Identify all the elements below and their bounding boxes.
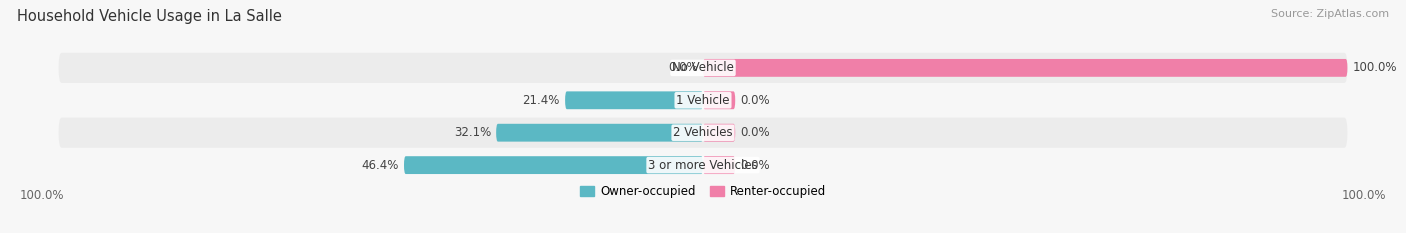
Text: 3 or more Vehicles: 3 or more Vehicles (648, 159, 758, 172)
Text: 100.0%: 100.0% (1341, 189, 1386, 202)
Text: No Vehicle: No Vehicle (672, 61, 734, 74)
Text: 100.0%: 100.0% (1353, 61, 1398, 74)
FancyBboxPatch shape (703, 156, 735, 174)
FancyBboxPatch shape (59, 150, 1347, 180)
Text: 100.0%: 100.0% (20, 189, 65, 202)
Text: 0.0%: 0.0% (741, 94, 770, 107)
Text: 21.4%: 21.4% (523, 94, 560, 107)
Text: Household Vehicle Usage in La Salle: Household Vehicle Usage in La Salle (17, 9, 281, 24)
Text: Source: ZipAtlas.com: Source: ZipAtlas.com (1271, 9, 1389, 19)
Text: 2 Vehicles: 2 Vehicles (673, 126, 733, 139)
FancyBboxPatch shape (703, 91, 735, 109)
Text: 0.0%: 0.0% (741, 159, 770, 172)
FancyBboxPatch shape (496, 124, 703, 142)
FancyBboxPatch shape (59, 53, 1347, 83)
Text: 46.4%: 46.4% (361, 159, 399, 172)
FancyBboxPatch shape (404, 156, 703, 174)
Text: 0.0%: 0.0% (668, 61, 697, 74)
FancyBboxPatch shape (703, 59, 1347, 77)
Text: 32.1%: 32.1% (454, 126, 491, 139)
Text: 1 Vehicle: 1 Vehicle (676, 94, 730, 107)
FancyBboxPatch shape (59, 85, 1347, 115)
FancyBboxPatch shape (565, 91, 703, 109)
Text: 0.0%: 0.0% (741, 126, 770, 139)
FancyBboxPatch shape (59, 118, 1347, 148)
Legend: Owner-occupied, Renter-occupied: Owner-occupied, Renter-occupied (575, 181, 831, 203)
FancyBboxPatch shape (703, 124, 735, 142)
